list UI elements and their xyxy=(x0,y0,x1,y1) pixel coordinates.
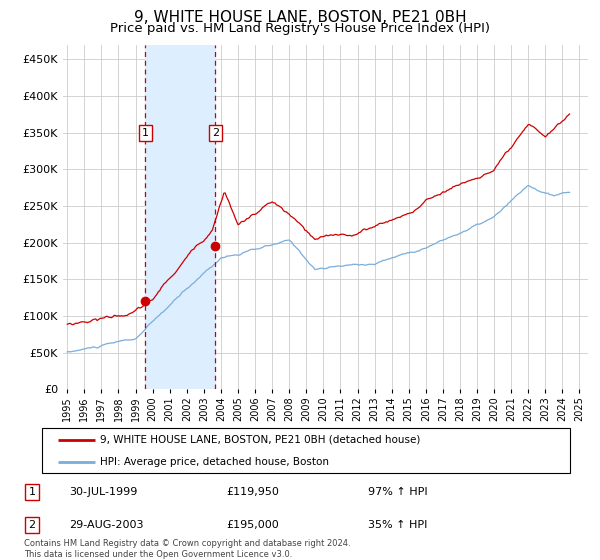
Text: 9, WHITE HOUSE LANE, BOSTON, PE21 0BH: 9, WHITE HOUSE LANE, BOSTON, PE21 0BH xyxy=(134,10,466,25)
Text: 29-AUG-2003: 29-AUG-2003 xyxy=(69,520,143,530)
Text: 2: 2 xyxy=(29,520,35,530)
Text: £119,950: £119,950 xyxy=(227,487,280,497)
Text: 2: 2 xyxy=(212,128,219,138)
Text: Contains HM Land Registry data © Crown copyright and database right 2024.
This d: Contains HM Land Registry data © Crown c… xyxy=(24,539,350,559)
Text: 30-JUL-1999: 30-JUL-1999 xyxy=(69,487,137,497)
Bar xyxy=(145,45,215,389)
Text: 9, WHITE HOUSE LANE, BOSTON, PE21 0BH (detached house): 9, WHITE HOUSE LANE, BOSTON, PE21 0BH (d… xyxy=(100,435,421,445)
Text: HPI: Average price, detached house, Boston: HPI: Average price, detached house, Bost… xyxy=(100,457,329,467)
Text: £195,000: £195,000 xyxy=(227,520,280,530)
Text: 1: 1 xyxy=(29,487,35,497)
Text: 1: 1 xyxy=(142,128,149,138)
Text: 97% ↑ HPI: 97% ↑ HPI xyxy=(368,487,427,497)
Text: Price paid vs. HM Land Registry's House Price Index (HPI): Price paid vs. HM Land Registry's House … xyxy=(110,22,490,35)
Text: 35% ↑ HPI: 35% ↑ HPI xyxy=(368,520,427,530)
FancyBboxPatch shape xyxy=(42,428,570,473)
